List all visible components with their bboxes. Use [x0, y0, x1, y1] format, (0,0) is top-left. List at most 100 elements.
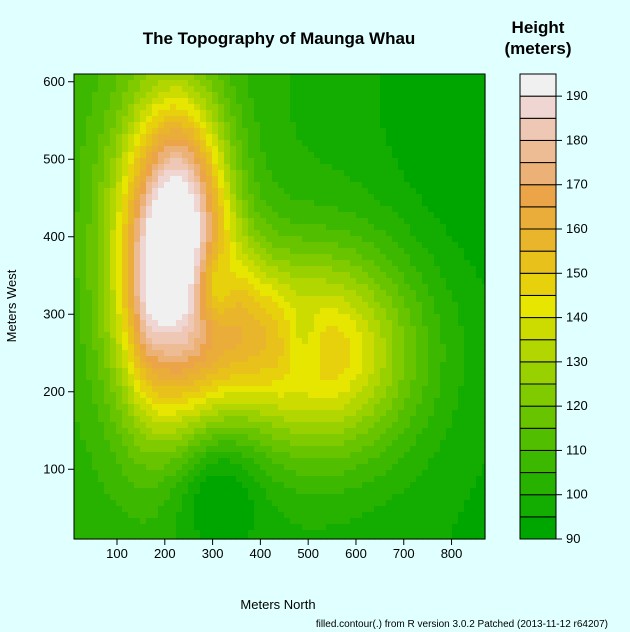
contour-cell [260, 320, 267, 327]
contour-cell [236, 422, 243, 429]
contour-cell [134, 182, 141, 189]
contour-cell [128, 224, 135, 231]
contour-cell [344, 416, 351, 423]
contour-cell [188, 284, 195, 291]
contour-cell [182, 344, 189, 351]
contour-cell [212, 320, 219, 327]
contour-cell [296, 170, 303, 177]
contour-cell [260, 452, 267, 459]
contour-cell [212, 188, 219, 195]
contour-cell [362, 188, 369, 195]
contour-cell [338, 158, 345, 165]
contour-cell [386, 422, 393, 429]
contour-cell [296, 104, 303, 111]
contour-cell [164, 260, 171, 267]
contour-cell [158, 314, 165, 321]
contour-cell [272, 380, 279, 387]
contour-cell [254, 230, 261, 237]
contour-cell [350, 122, 357, 129]
contour-cell [398, 254, 405, 261]
contour-cell [158, 350, 165, 357]
contour-cell [254, 140, 261, 147]
contour-cell [86, 488, 93, 495]
contour-cell [344, 104, 351, 111]
contour-cell [464, 242, 471, 249]
contour-cell [482, 464, 486, 471]
contour-cell [86, 410, 93, 417]
contour-cell [224, 398, 231, 405]
contour-cell [134, 206, 141, 213]
contour-cell [446, 446, 453, 453]
contour-cell [188, 338, 195, 345]
contour-cell [296, 260, 303, 267]
contour-cell [296, 122, 303, 129]
contour-cell [278, 284, 285, 291]
contour-cell [248, 254, 255, 261]
contour-cell [326, 500, 333, 507]
contour-cell [176, 206, 183, 213]
contour-cell [146, 206, 153, 213]
contour-cell [404, 452, 411, 459]
contour-cell [260, 338, 267, 345]
contour-cell [332, 494, 339, 501]
contour-cell [470, 416, 477, 423]
contour-cell [326, 188, 333, 195]
contour-cell [272, 446, 279, 453]
contour-cell [338, 116, 345, 123]
contour-cell [362, 152, 369, 159]
contour-cell [422, 302, 429, 309]
contour-cell [86, 464, 93, 471]
contour-cell [452, 380, 459, 387]
contour-cell [266, 164, 273, 171]
contour-cell [152, 110, 159, 117]
contour-cell [392, 416, 399, 423]
contour-cell [200, 368, 207, 375]
contour-cell [272, 410, 279, 417]
contour-cell [104, 452, 111, 459]
contour-cell [386, 242, 393, 249]
contour-cell [242, 272, 249, 279]
contour-cell [350, 332, 357, 339]
contour-cell [146, 392, 153, 399]
contour-cell [170, 458, 177, 465]
contour-cell [74, 308, 81, 315]
contour-cell [104, 404, 111, 411]
contour-cell [302, 476, 309, 483]
contour-cell [320, 98, 327, 105]
contour-cell [128, 98, 135, 105]
contour-cell [266, 404, 273, 411]
contour-cell [302, 470, 309, 477]
contour-cell [464, 134, 471, 141]
contour-cell [368, 434, 375, 441]
contour-cell [86, 452, 93, 459]
contour-cell [110, 146, 117, 153]
contour-cell [152, 128, 159, 135]
contour-cell [86, 476, 93, 483]
contour-cell [422, 470, 429, 477]
contour-cell [278, 392, 285, 399]
contour-cell [110, 98, 117, 105]
contour-cell [74, 206, 81, 213]
contour-cell [368, 74, 375, 81]
contour-cell [242, 494, 249, 501]
contour-cell [266, 386, 273, 393]
contour-cell [476, 446, 483, 453]
contour-cell [338, 476, 345, 483]
contour-cell [470, 380, 477, 387]
contour-cell [272, 470, 279, 477]
contour-cell [380, 242, 387, 249]
contour-cell [224, 284, 231, 291]
contour-cell [170, 98, 177, 105]
contour-cell [152, 248, 159, 255]
contour-cell [86, 92, 93, 99]
contour-cell [206, 350, 213, 357]
contour-cell [338, 482, 345, 489]
contour-cell [284, 164, 291, 171]
contour-cell [368, 92, 375, 99]
contour-cell [194, 482, 201, 489]
contour-cell [344, 452, 351, 459]
contour-cell [134, 158, 141, 165]
contour-cell [428, 332, 435, 339]
contour-cell [410, 314, 417, 321]
contour-cell [416, 266, 423, 273]
